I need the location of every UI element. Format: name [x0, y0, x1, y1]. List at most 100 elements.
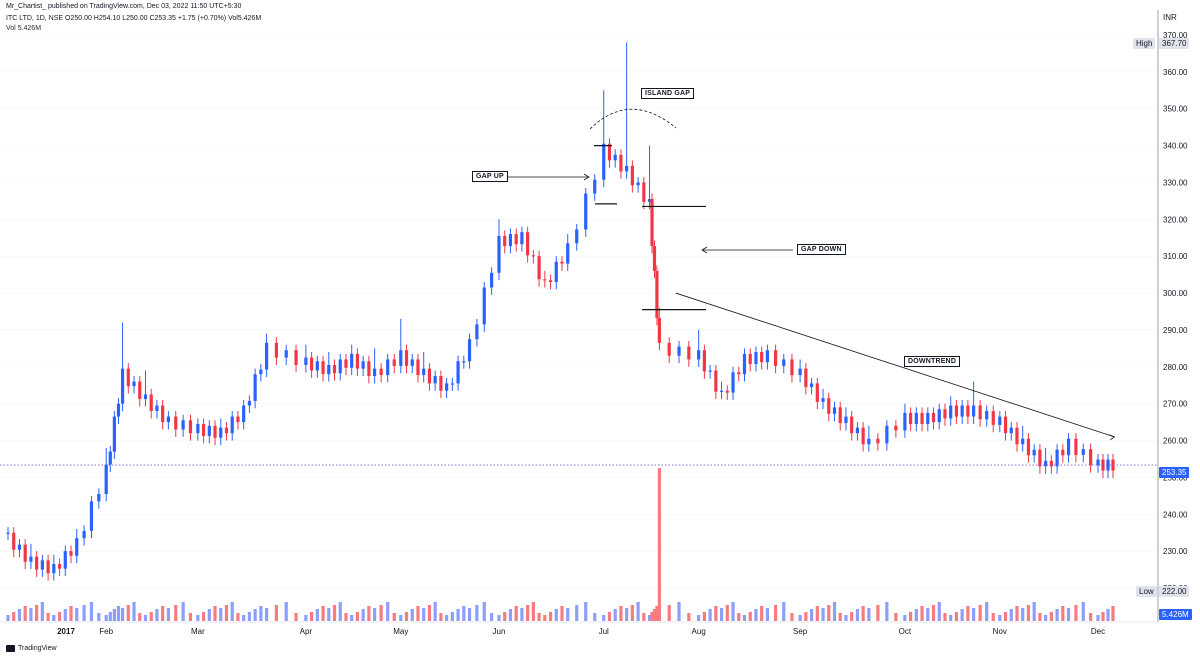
candle-body	[274, 342, 279, 358]
volume-bar	[702, 612, 706, 621]
volume-bar	[1009, 609, 1013, 621]
candle-body	[503, 235, 507, 247]
candle-body	[1003, 416, 1008, 434]
symbol-name[interactable]: ITC LTD, 1D, NSE	[6, 15, 64, 22]
volume-bar	[885, 602, 889, 621]
volume-bar	[433, 602, 437, 621]
volume-bar	[174, 605, 178, 621]
candle-body	[844, 416, 848, 424]
annotation-gap-up[interactable]: GAP UP	[472, 171, 508, 182]
volume-bar	[650, 612, 654, 621]
volume-bar	[575, 605, 579, 621]
island-arc	[589, 108, 677, 130]
volume-bar	[647, 615, 652, 621]
candle-body	[809, 383, 814, 388]
volume-bar	[708, 609, 712, 621]
candle-body	[264, 342, 269, 370]
time-tick-label: 2017	[57, 627, 75, 636]
volume-bar	[112, 609, 116, 621]
candle-body	[236, 416, 240, 423]
volume-bar	[1015, 606, 1019, 621]
volume-bar	[462, 606, 466, 621]
candle-body	[978, 405, 982, 420]
time-tick-label: May	[393, 627, 408, 636]
annotation-downtrend[interactable]: DOWNTREND	[904, 356, 961, 367]
candle-body	[543, 279, 547, 281]
candle-body	[725, 390, 729, 393]
candle-body	[12, 532, 16, 550]
volume-bar	[991, 613, 995, 621]
volume-bar	[63, 609, 67, 621]
volume-bar	[855, 609, 860, 621]
candle-body	[467, 339, 472, 362]
volume-bar	[1081, 602, 1085, 621]
candle-body	[321, 361, 325, 375]
candle-body	[943, 409, 947, 419]
time-tick-label: Dec	[1091, 627, 1105, 636]
volume-bar	[46, 613, 50, 621]
candle-body	[850, 416, 854, 434]
volume-bar	[593, 613, 597, 621]
annotation-gap-down[interactable]: GAP DOWN	[797, 244, 846, 255]
volume-bar	[181, 602, 185, 621]
volume-bar	[725, 605, 729, 621]
candle-body	[475, 324, 479, 340]
volume-bar	[520, 608, 524, 621]
volume-bar	[566, 608, 570, 621]
volume-bar	[338, 602, 342, 621]
volume-bar	[607, 612, 612, 621]
volume-bar	[966, 606, 970, 621]
volume-bar	[832, 602, 837, 621]
volume-bar	[584, 602, 588, 621]
candle-body	[719, 390, 724, 392]
candle-body	[247, 400, 252, 406]
time-axis[interactable]: 2017 Feb Mar Apr May Jun Jul Aug Sep Oct Nov Dec	[57, 627, 1105, 636]
time-tick-label: Nov	[993, 627, 1007, 636]
candle-body	[201, 423, 206, 436]
candle-body	[462, 361, 466, 363]
annotation-island-gap[interactable]: ISLAND GAP	[641, 88, 695, 99]
arrow-head-icon	[583, 173, 590, 181]
volume-bar	[508, 609, 513, 621]
candle-body	[650, 199, 654, 247]
volume-bar	[998, 615, 1002, 621]
candle-body	[602, 143, 606, 180]
volume-bar	[619, 606, 623, 621]
volume-bar	[949, 615, 953, 621]
candle-body	[155, 405, 159, 412]
volume-bar	[943, 613, 947, 621]
volume-bar	[920, 606, 924, 621]
low-value: 222.00	[1159, 586, 1190, 597]
volume-bar	[894, 613, 898, 621]
candle-body	[104, 464, 108, 494]
candle-body	[46, 560, 50, 574]
volume-bar	[742, 615, 747, 621]
candle-body	[949, 405, 953, 419]
candle-body	[920, 412, 924, 424]
candle-body	[350, 353, 354, 368]
candle-body	[748, 353, 752, 365]
volume-bar	[815, 606, 819, 621]
candle-body	[490, 272, 494, 288]
time-tick-label: Mar	[191, 627, 205, 636]
volume-bar	[386, 602, 390, 621]
tradingview-footer[interactable]: TradingView	[6, 645, 57, 652]
price-axis[interactable]: 370.00 360.00 350.00 340.00 330.00 320.00 310.…	[1163, 31, 1188, 593]
candle-body	[445, 383, 449, 391]
volume-bar	[201, 612, 206, 621]
volume-bar	[903, 615, 907, 621]
volume-bar	[379, 605, 383, 621]
high-label: High	[1133, 38, 1156, 49]
volume-bar	[143, 615, 148, 621]
candle-body	[23, 544, 27, 562]
volume-bar	[490, 613, 494, 621]
volume-bar	[399, 615, 403, 621]
candle-body	[657, 317, 661, 343]
candle-body	[954, 405, 959, 417]
volume-bar	[1101, 612, 1105, 621]
volume-bar	[450, 612, 454, 621]
price-tick-label: 240.00	[1163, 510, 1188, 519]
volume-bar	[850, 612, 854, 621]
volume-bar	[350, 615, 354, 621]
